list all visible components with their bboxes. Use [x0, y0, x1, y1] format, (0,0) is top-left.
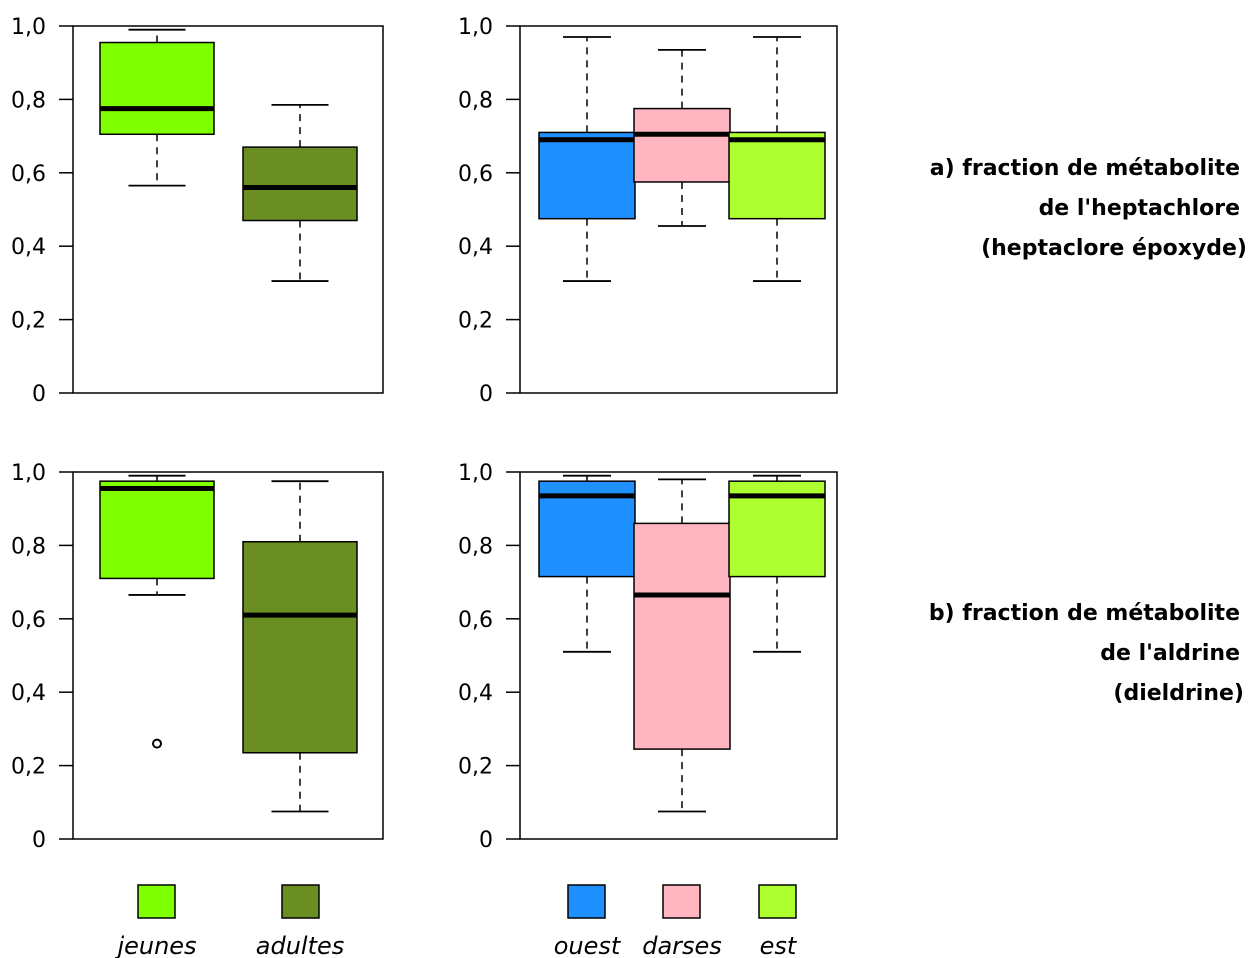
caption-a-line-1: a) fraction de métabolite — [930, 156, 1240, 181]
y-tick-label: 0,4 — [11, 235, 46, 260]
y-tick-label: 0,2 — [458, 755, 493, 780]
y-tick-label: 1,0 — [458, 461, 493, 486]
box-iqr — [538, 131, 636, 220]
legend-label-est: est — [760, 932, 798, 958]
y-tick-label: 1,0 — [458, 15, 493, 40]
plot-frame — [72, 25, 384, 394]
y-tick-label: 0 — [32, 382, 46, 407]
y-tick-label: 0 — [32, 828, 46, 853]
box-ouest — [538, 36, 636, 282]
box-est — [728, 36, 826, 282]
panel-b-age: 0 0,2 0,4 0,6 0,8 1,0 — [11, 461, 384, 853]
y-tick-label: 0,6 — [458, 162, 493, 187]
panel-a-site: 0 0,2 0,4 0,6 0,8 1,0 — [458, 15, 838, 407]
legend-label-adultes: adultes — [256, 932, 345, 958]
panel-a-age: 0 0,2 0,4 0,6 0,8 1,0 — [11, 15, 384, 407]
box-iqr — [242, 540, 358, 754]
y-tick-label: 0 — [479, 828, 493, 853]
box-iqr — [99, 41, 215, 136]
legend-swatch-jeunes — [137, 884, 176, 919]
y-tick-label: 0,4 — [458, 681, 493, 706]
y-tick-label: 0,6 — [11, 608, 46, 633]
plot-frame — [519, 25, 838, 394]
y-tick-label: 0,8 — [458, 88, 493, 113]
box-ouest — [538, 474, 636, 653]
y-tick-label: 0,4 — [458, 235, 493, 260]
box-iqr — [99, 480, 215, 580]
y-tick-label: 1,0 — [11, 15, 46, 40]
y-tick-label: 0,6 — [11, 162, 46, 187]
caption-b-line-2: de l'aldrine — [1100, 641, 1240, 666]
caption-b-line-3: (dieldrine) — [1113, 681, 1244, 706]
caption-b-line-1: b) fraction de métabolite — [929, 601, 1240, 626]
legend-age: jeunes adultes — [114, 884, 345, 958]
panel-b-site: 0 0,2 0,4 0,6 0,8 1,0 — [458, 461, 838, 853]
legend-site: ouest darses est — [554, 884, 798, 958]
box-darses — [633, 48, 731, 227]
legend-label-ouest: ouest — [554, 932, 622, 958]
box-adultes — [242, 480, 358, 813]
box-adultes — [242, 104, 358, 282]
panels: 00,20,40,60,81,000,20,40,60,81,000,20,40… — [11, 15, 838, 853]
box-jeunes — [99, 474, 215, 749]
y-tick-label: 0,6 — [458, 608, 493, 633]
y-tick-label: 0,8 — [458, 534, 493, 559]
legend-label-jeunes: jeunes — [114, 932, 196, 958]
plot-frame — [519, 471, 838, 840]
plot-frame — [72, 471, 384, 840]
y-tick-label: 0,8 — [11, 534, 46, 559]
caption-a: a) fraction de métabolite de l'heptachlo… — [930, 156, 1247, 261]
y-tick-label: 0 — [479, 382, 493, 407]
legend-label-darses: darses — [642, 932, 722, 958]
box-iqr — [242, 146, 358, 222]
y-tick-label: 0,2 — [458, 309, 493, 334]
box-iqr — [633, 522, 731, 750]
outlier-point — [152, 738, 162, 749]
box-jeunes — [99, 28, 215, 187]
y-tick-label: 0,4 — [11, 681, 46, 706]
y-tick-label: 0,2 — [11, 755, 46, 780]
box-iqr — [633, 107, 731, 183]
legend-swatch-est — [758, 884, 797, 919]
y-tick-label: 0,8 — [11, 88, 46, 113]
y-tick-label: 0,2 — [11, 309, 46, 334]
legend-swatch-darses — [662, 884, 701, 919]
box-iqr — [728, 131, 826, 220]
caption-b: b) fraction de métabolite de l'aldrine (… — [929, 601, 1244, 706]
legend-swatch-adultes — [281, 884, 320, 919]
box-darses — [633, 478, 731, 813]
y-tick-label: 1,0 — [11, 461, 46, 486]
caption-a-line-2: de l'heptachlore — [1039, 196, 1240, 221]
caption-a-line-3: (heptaclore époxyde) — [981, 236, 1247, 261]
box-est — [728, 474, 826, 653]
legend-swatch-ouest — [567, 884, 606, 919]
